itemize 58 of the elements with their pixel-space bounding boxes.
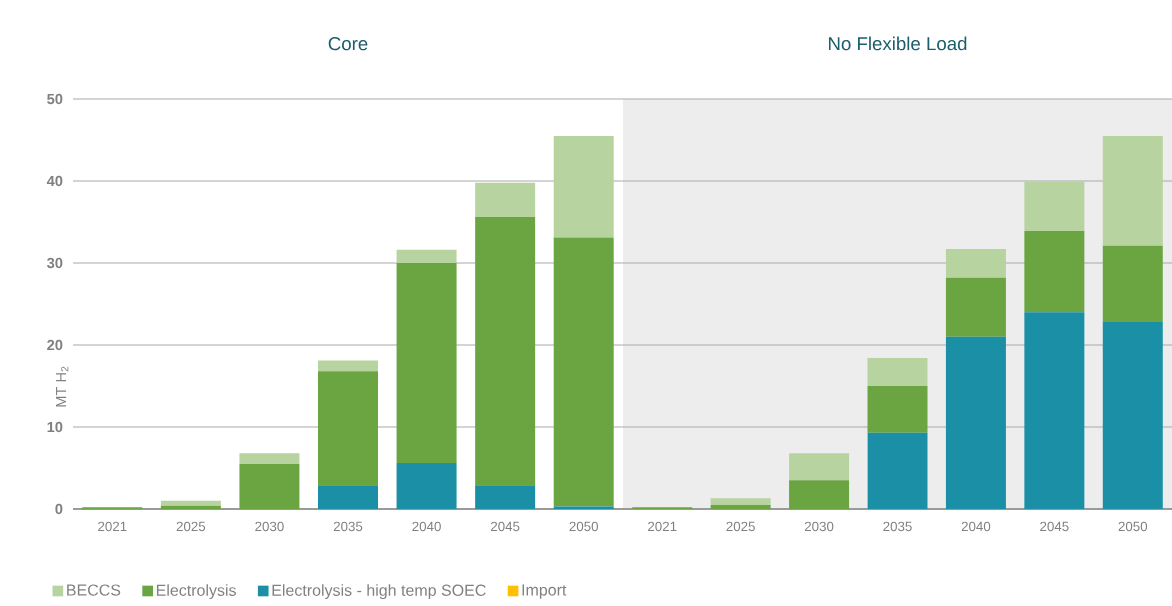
bar — [475, 182, 536, 218]
bar — [239, 453, 300, 464]
x-tick-label: 2035 — [883, 521, 912, 532]
bar — [318, 485, 378, 509]
bar — [1102, 322, 1163, 509]
x-tick-label: 2040 — [961, 521, 991, 532]
chart-title: Core — [328, 37, 368, 51]
x-tick-label: 2030 — [804, 521, 834, 532]
bar — [1024, 181, 1085, 232]
bar — [553, 237, 614, 507]
bar — [945, 249, 1006, 278]
bar — [318, 371, 378, 486]
x-tick-label: 2035 — [333, 521, 363, 532]
x-tick-label: 2025 — [726, 521, 755, 532]
x-tick-label: 2045 — [490, 521, 520, 532]
bar — [475, 217, 536, 486]
bar — [945, 277, 1006, 337]
chart-title: No Flexible Load — [828, 36, 967, 51]
bar — [789, 453, 850, 481]
x-tick-label: 2025 — [176, 521, 206, 532]
y-axis-title: MT H$_{2}$ — [56, 366, 69, 407]
x-tick-label: 2050 — [569, 521, 599, 532]
y-tick-label: 20 — [47, 339, 63, 351]
bar — [867, 385, 928, 433]
bar — [239, 463, 300, 509]
legend-label: Electrolysis — [156, 584, 236, 600]
bar — [710, 498, 771, 505]
y-tick-label: 50 — [47, 93, 63, 105]
bar — [710, 504, 771, 509]
bar — [318, 360, 378, 372]
bar — [1024, 231, 1085, 313]
y-tick-label: 10 — [47, 421, 63, 433]
bar — [1102, 135, 1163, 246]
y-tick-label: 30 — [46, 257, 63, 269]
bar — [1024, 312, 1085, 509]
bar — [396, 249, 457, 263]
x-tick-label: 2021 — [98, 521, 127, 532]
y-tick-label: 40 — [46, 175, 63, 187]
x-tick-label: 2050 — [1118, 521, 1148, 532]
legend-label: Electrolysis - high temp SOEC — [272, 584, 486, 600]
bar — [160, 505, 221, 509]
legend-label: BECCS — [67, 584, 121, 596]
x-tick-label: 2030 — [255, 521, 284, 532]
legend-label: Import — [522, 584, 567, 599]
bar — [945, 336, 1006, 509]
bar — [553, 135, 614, 238]
x-tick-label: 2040 — [412, 521, 441, 532]
bar — [396, 262, 457, 464]
y-tick-label: 0 — [55, 503, 63, 515]
bar — [475, 485, 536, 509]
bar — [867, 432, 928, 509]
bar — [867, 358, 928, 386]
bar — [1102, 245, 1163, 323]
x-tick-label: 2045 — [1040, 521, 1069, 532]
bar — [396, 463, 457, 509]
bar — [789, 480, 850, 509]
x-tick-label: 2021 — [648, 521, 677, 532]
bar — [160, 500, 221, 506]
